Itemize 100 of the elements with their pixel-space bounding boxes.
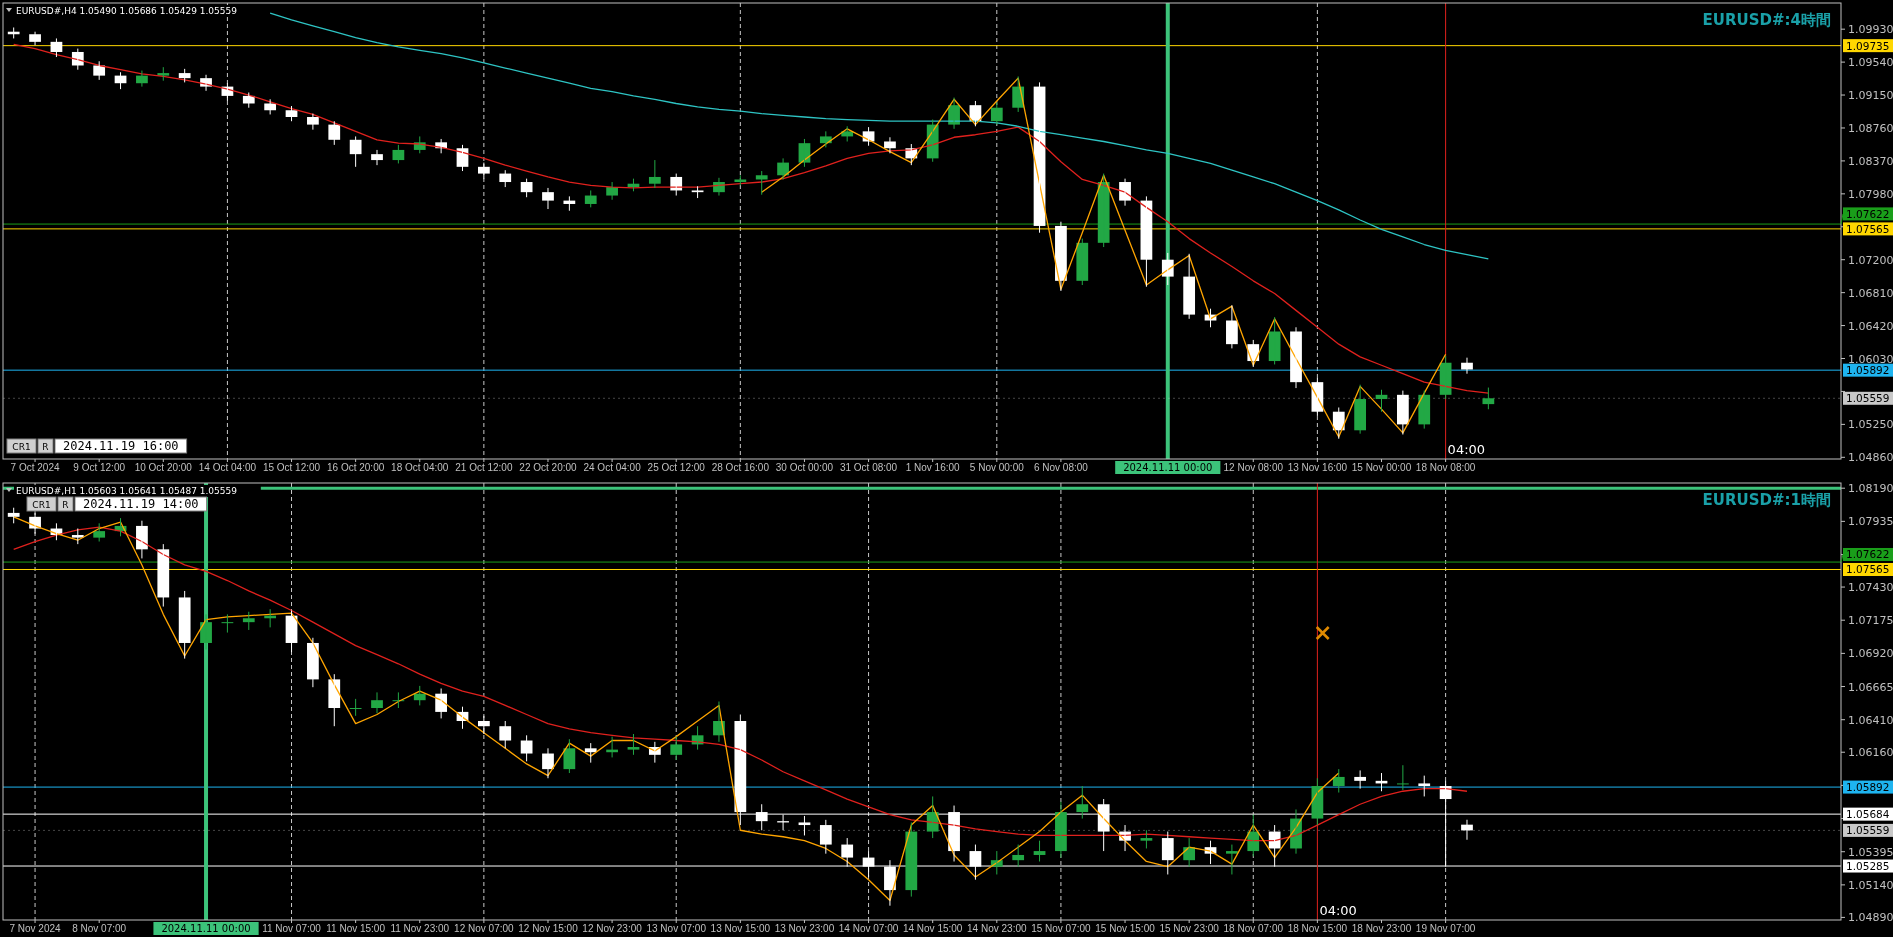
y-tick-label: 1.07935	[1848, 515, 1893, 529]
y-tick-label: 1.06410	[1848, 713, 1893, 727]
ref-line-label: 1.07565	[1846, 563, 1890, 576]
x-tick-label: 31 Oct 08:00	[839, 462, 898, 473]
y-tick-label: 1.09930	[1848, 23, 1893, 37]
x-tick-label: 11 Nov 23:00	[390, 923, 450, 934]
ref-line-label: 1.07565	[1846, 222, 1890, 235]
x-tick-label: 30 Oct 00:00	[775, 462, 834, 473]
candlestick	[1076, 238, 1089, 286]
y-tick-label: 1.04860	[1848, 451, 1893, 465]
y-tick-label: 1.05140	[1848, 878, 1893, 892]
x-tick-label: 9 Oct 12:00	[73, 462, 126, 473]
text: EURUSD#:1時間	[1702, 491, 1831, 509]
x-tick-label: 28 Oct 16:00	[711, 462, 770, 473]
y-tick-label: 1.06810	[1848, 286, 1893, 300]
candlestick	[819, 819, 832, 855]
x-tick-label: 15 Nov 23:00	[1159, 923, 1220, 934]
x-tick-label: 24 Oct 04:00	[583, 462, 642, 473]
y-tick-label: 1.05250	[1848, 418, 1893, 432]
y-tick-label: 1.06420	[1848, 319, 1893, 333]
candlestick	[563, 738, 576, 774]
x-tick-label: 11 Nov 07:00	[262, 923, 322, 934]
legend-label: 1.07622	[1846, 207, 1890, 220]
y-tick-label: 1.08760	[1848, 121, 1893, 135]
candlestick	[264, 98, 277, 115]
annotation: R	[42, 442, 49, 452]
candlestick	[1226, 844, 1238, 875]
candlestick	[1482, 387, 1495, 410]
x-tick-label: 7 Nov 2024	[9, 923, 62, 934]
chart-subtitle: EURUSD#,H1 1.05603 1.05641 1.05487 1.05559	[16, 486, 238, 496]
candlestick	[1418, 775, 1431, 797]
candlestick	[157, 66, 170, 82]
ref-line-label: 1.07622	[1846, 548, 1890, 561]
y-tick-label: 1.06665	[1848, 680, 1893, 694]
ref-line-label: 1.09735	[1846, 39, 1890, 52]
x-tick-label: 12 Nov 15:00	[518, 923, 579, 934]
candlestick	[307, 113, 319, 131]
y-tick-label: 1.09150	[1848, 89, 1893, 103]
y-tick-label: 1.06920	[1848, 647, 1893, 661]
y-tick-label: 1.07200	[1848, 253, 1893, 267]
candlestick	[242, 611, 255, 631]
ref-line-label: 1.05285	[1846, 860, 1890, 873]
y-tick-label: 1.06160	[1848, 746, 1893, 760]
x-tick-label: 14 Nov 15:00	[902, 923, 963, 934]
annotation: 2024.11.19 14:00	[83, 497, 199, 511]
x-tick-label: 22 Oct 20:00	[519, 462, 578, 473]
x-tick-label: 18 Nov 15:00	[1287, 923, 1348, 934]
y-tick-label: 1.05395	[1848, 845, 1893, 859]
candlestick	[1332, 768, 1345, 794]
candlestick	[1140, 829, 1153, 849]
ref-line-label: 1.05559	[1846, 392, 1890, 405]
x-tick-label: 13 Nov 23:00	[774, 923, 835, 934]
ref-line-label: 1.05684	[1846, 808, 1890, 821]
x-tick-label: 18 Nov 23:00	[1351, 923, 1412, 934]
candlestick	[178, 590, 191, 660]
y-tick-label: 1.06030	[1848, 352, 1893, 366]
candlestick	[349, 135, 362, 168]
y-tick-label: 1.07980	[1848, 187, 1893, 201]
candlestick	[328, 120, 341, 146]
candlestick	[499, 720, 512, 749]
x-tick-label: 14 Nov 07:00	[838, 923, 899, 934]
candlestick	[670, 736, 683, 761]
candlestick	[93, 60, 106, 81]
candlestick	[990, 102, 1003, 126]
candlestick	[542, 187, 554, 210]
x-tick-label: 8 Nov 07:00	[72, 923, 127, 934]
line-series	[761, 77, 1447, 438]
candlestick	[905, 821, 918, 898]
x-tick-label: 5 Nov 00:00	[969, 462, 1025, 473]
line-series	[269, 12, 1490, 260]
ref-line-label: 1.05892	[1846, 781, 1890, 794]
candlestick	[7, 507, 20, 524]
x-tick-label: 15 Nov 00:00	[1351, 462, 1412, 473]
candlestick	[71, 528, 84, 545]
candlestick	[1012, 844, 1025, 868]
candlestick	[1268, 316, 1281, 365]
candlestick	[627, 733, 640, 756]
y-tick-label: 1.09540	[1848, 56, 1893, 70]
x-tick-label: 18 Oct 04:00	[391, 462, 449, 473]
x-tick-label: 2024.11.11 00:00	[1123, 462, 1213, 473]
candlestick	[157, 543, 170, 608]
annotation: CR1	[12, 442, 31, 452]
x-tick-label: 13 Nov 16:00	[1287, 462, 1348, 473]
y-tick-label: 1.07175	[1848, 614, 1893, 628]
x-tick-label: 12 Nov 07:00	[454, 923, 515, 934]
x-tick-label: 11 Nov 15:00	[326, 923, 386, 934]
ref-line-label: 1.05892	[1846, 364, 1890, 377]
x-tick-label: 10 Oct 20:00	[134, 462, 193, 473]
y-tick-label: 1.04890	[1848, 911, 1893, 925]
candlestick	[1183, 253, 1196, 320]
ref-line-label: 1.05559	[1846, 824, 1890, 837]
candlestick	[93, 522, 106, 543]
candlestick	[178, 68, 191, 83]
x-tick-label: 19 Nov 07:00	[1415, 923, 1476, 934]
x-tick-label: 15 Nov 07:00	[1031, 923, 1092, 934]
x-tick-label: 12 Nov 23:00	[582, 923, 643, 934]
text: EURUSD#:4時間	[1702, 11, 1831, 29]
x-tick-label: 15 Nov 15:00	[1095, 923, 1156, 934]
x-tick-label: 7 Oct 2024	[10, 462, 60, 473]
candlestick	[648, 159, 661, 189]
